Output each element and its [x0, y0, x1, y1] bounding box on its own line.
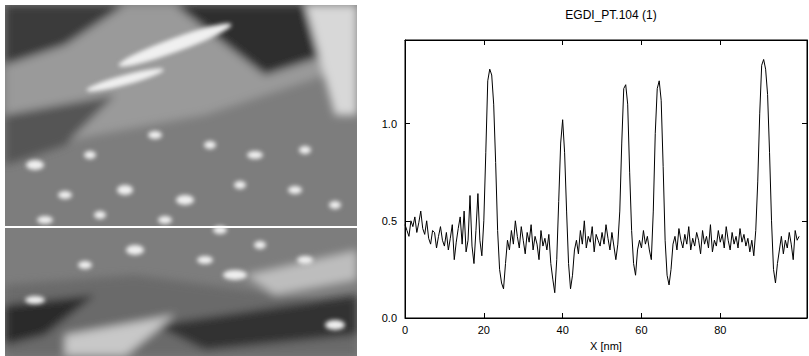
svg-text:0: 0: [402, 324, 408, 336]
svg-text:40: 40: [557, 324, 569, 336]
svg-text:80: 80: [714, 324, 726, 336]
svg-text:X [nm]: X [nm]: [590, 340, 622, 352]
svg-text:20: 20: [478, 324, 490, 336]
svg-text:1.0: 1.0: [382, 118, 397, 130]
svg-text:0.0: 0.0: [382, 312, 397, 324]
svg-text:EGDI_PT.104 (1): EGDI_PT.104 (1): [565, 8, 656, 22]
svg-text:60: 60: [635, 324, 647, 336]
svg-text:0.5: 0.5: [382, 215, 397, 227]
